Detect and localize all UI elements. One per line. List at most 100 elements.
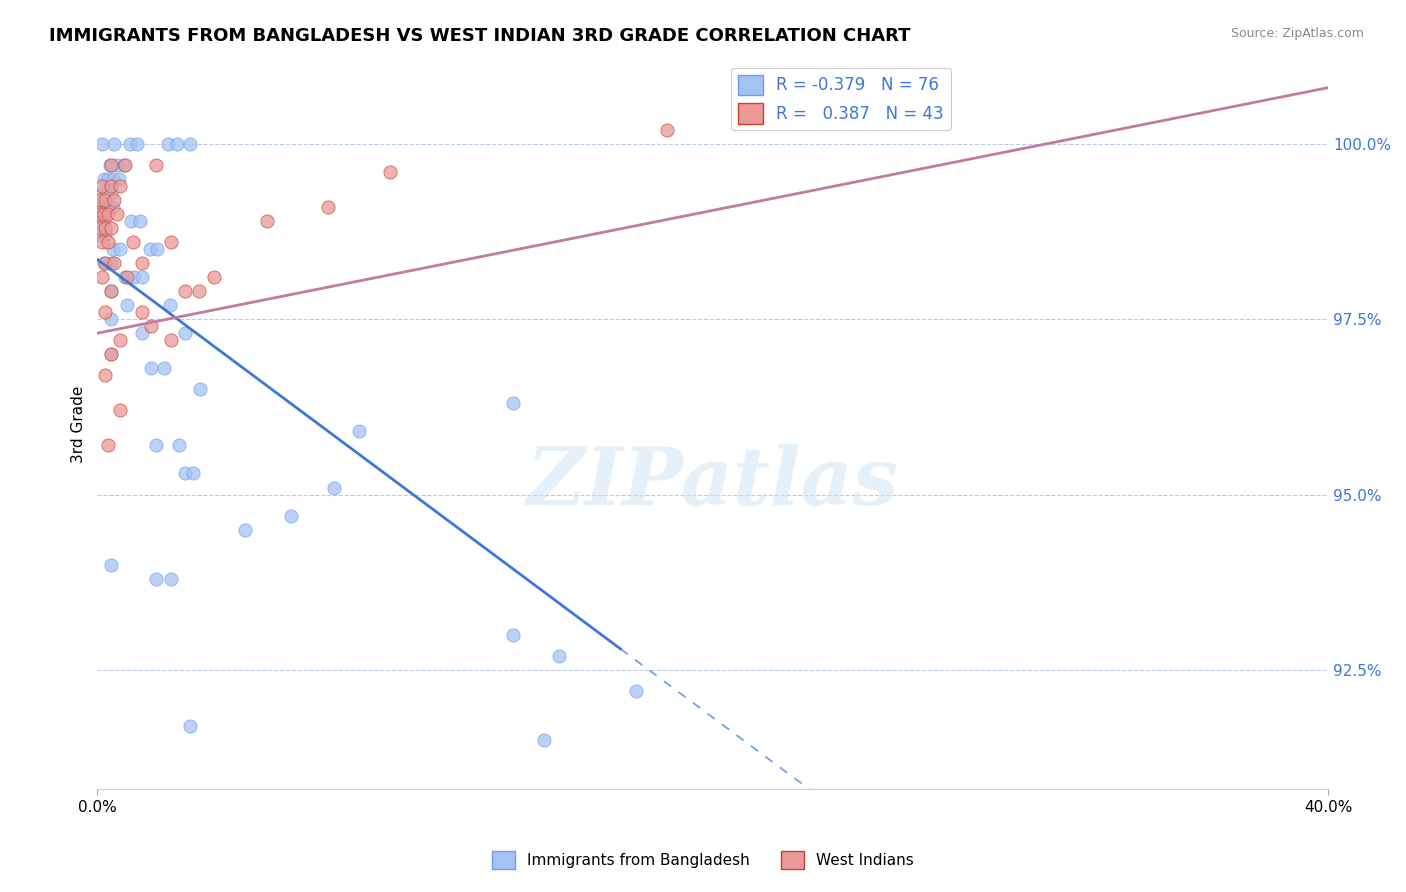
Point	[181, 467, 204, 481]
Point	[101, 200, 124, 214]
Point	[179, 719, 201, 733]
Point	[146, 242, 169, 256]
Point	[145, 438, 167, 452]
Point	[323, 481, 346, 495]
Point	[159, 298, 181, 312]
Point	[89, 207, 111, 221]
Point	[112, 158, 135, 172]
Point	[174, 284, 197, 298]
Point	[91, 270, 114, 285]
Point	[100, 312, 122, 326]
Point	[167, 438, 190, 452]
Point	[100, 284, 122, 298]
Point	[100, 284, 122, 298]
Point	[502, 628, 524, 642]
Legend: Immigrants from Bangladesh, West Indians: Immigrants from Bangladesh, West Indians	[486, 845, 920, 875]
Point	[166, 136, 188, 151]
Point	[97, 200, 120, 214]
Point	[256, 214, 278, 228]
Point	[100, 347, 122, 361]
Point	[91, 178, 114, 193]
Point	[100, 558, 122, 572]
Point	[120, 214, 142, 228]
Point	[548, 648, 571, 663]
Point	[103, 136, 125, 151]
Point	[114, 158, 136, 172]
Point	[624, 684, 647, 698]
Point	[105, 207, 128, 221]
Y-axis label: 3rd Grade: 3rd Grade	[72, 385, 86, 463]
Point	[94, 368, 117, 383]
Point	[100, 256, 122, 270]
Point	[89, 200, 111, 214]
Point	[115, 298, 138, 312]
Point	[91, 186, 114, 200]
Point	[145, 572, 167, 586]
Point	[103, 193, 125, 207]
Point	[93, 207, 115, 221]
Point	[91, 235, 114, 249]
Point	[96, 186, 118, 200]
Point	[233, 523, 256, 537]
Point	[97, 438, 120, 452]
Point	[152, 361, 174, 376]
Point	[129, 214, 152, 228]
Point	[97, 207, 120, 221]
Point	[100, 186, 122, 200]
Point	[131, 256, 153, 270]
Point	[187, 284, 209, 298]
Point	[103, 256, 125, 270]
Point	[100, 221, 122, 235]
Legend: R = -0.379   N = 76, R =   0.387   N = 43: R = -0.379 N = 76, R = 0.387 N = 43	[731, 68, 950, 130]
Point	[114, 270, 136, 285]
Point	[94, 305, 117, 319]
Point	[280, 508, 302, 523]
Point	[110, 242, 132, 256]
Point	[100, 347, 122, 361]
Point	[89, 193, 111, 207]
Point	[655, 122, 678, 136]
Point	[100, 158, 122, 172]
Point	[93, 214, 115, 228]
Point	[118, 136, 141, 151]
Point	[174, 326, 197, 341]
Point	[94, 221, 117, 235]
Point	[93, 200, 115, 214]
Point	[131, 305, 153, 319]
Point	[108, 172, 131, 186]
Point	[94, 193, 117, 207]
Point	[124, 270, 146, 285]
Point	[160, 333, 183, 347]
Point	[91, 136, 114, 151]
Point	[316, 200, 339, 214]
Point	[93, 172, 115, 186]
Point	[160, 235, 183, 249]
Point	[98, 158, 121, 172]
Point	[131, 270, 153, 285]
Point	[533, 733, 555, 747]
Point	[179, 136, 201, 151]
Point	[115, 270, 138, 285]
Point	[121, 235, 143, 249]
Point	[110, 403, 132, 417]
Point	[101, 172, 124, 186]
Point	[89, 214, 111, 228]
Text: ZIPatlas: ZIPatlas	[527, 444, 898, 522]
Point	[347, 425, 370, 439]
Point	[101, 242, 124, 256]
Point	[94, 256, 117, 270]
Point	[174, 467, 197, 481]
Point	[93, 256, 115, 270]
Text: IMMIGRANTS FROM BANGLADESH VS WEST INDIAN 3RD GRADE CORRELATION CHART: IMMIGRANTS FROM BANGLADESH VS WEST INDIA…	[49, 27, 911, 45]
Point	[105, 158, 128, 172]
Point	[502, 396, 524, 410]
Point	[89, 227, 111, 242]
Point	[97, 235, 120, 249]
Point	[378, 165, 401, 179]
Point	[202, 270, 225, 285]
Point	[160, 572, 183, 586]
Point	[127, 136, 149, 151]
Point	[190, 382, 212, 396]
Point	[110, 178, 132, 193]
Point	[138, 242, 160, 256]
